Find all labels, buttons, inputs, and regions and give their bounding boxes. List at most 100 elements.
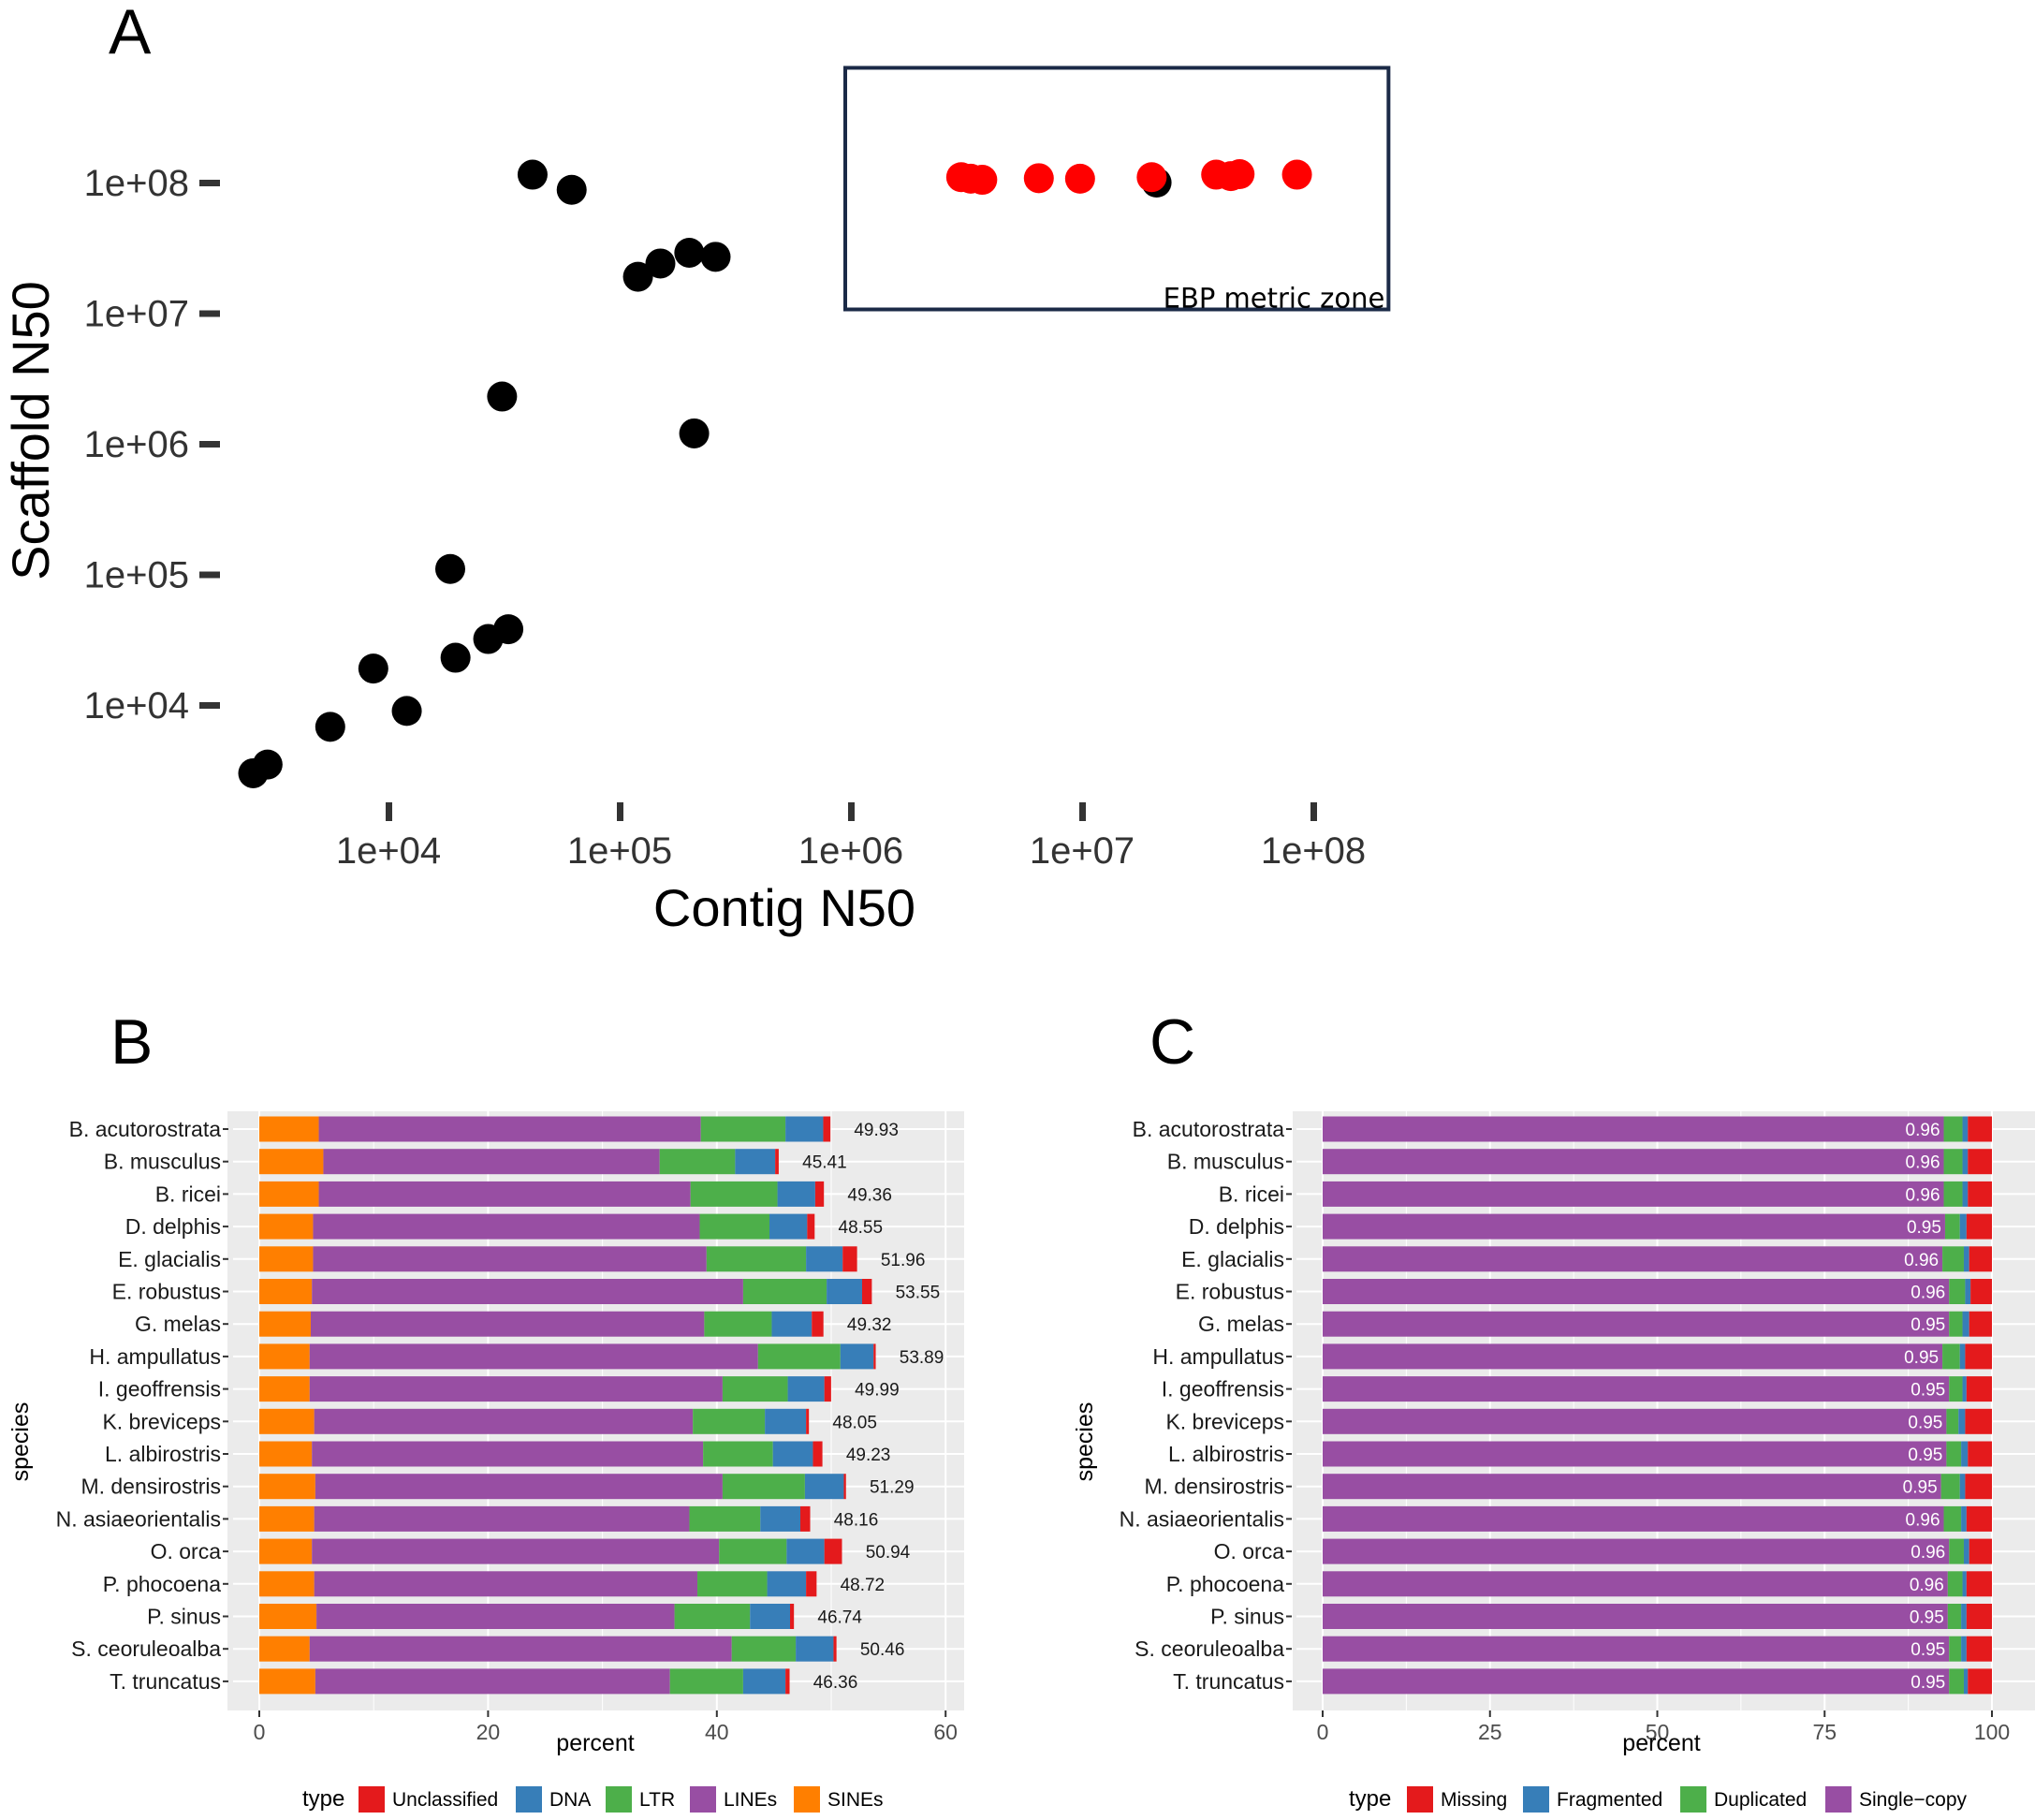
- bar-segment-unclassified: [790, 1604, 795, 1629]
- ebp-point: [967, 165, 998, 196]
- bar-segment-dna: [806, 1246, 843, 1272]
- bar-segment-sines: [259, 1213, 314, 1240]
- species-label: N. asiaeorientalis: [56, 1506, 221, 1531]
- ebp-point: [1281, 159, 1312, 190]
- bar-segment-missing: [1969, 1246, 1992, 1272]
- bar-segment-fragmented: [1962, 1571, 1967, 1597]
- ebp-zone-label: EBP metric zone: [1164, 283, 1385, 315]
- species-label: M. densirostris: [81, 1475, 221, 1499]
- bar-segment-sines: [259, 1116, 319, 1142]
- bar-segment-sines: [259, 1604, 317, 1629]
- value-label: 0.95: [1903, 1478, 1938, 1498]
- value-label: 0.95: [1911, 1381, 1945, 1401]
- bar-segment-sines: [259, 1376, 310, 1402]
- x-axis-b: 0 20 40 60: [254, 1710, 958, 1744]
- assembly-point: [487, 381, 518, 412]
- bar-segment-lines: [312, 1538, 720, 1564]
- legend-label: LINEs: [724, 1789, 777, 1811]
- assembly-point: [679, 418, 710, 448]
- bar-segment-duplicated: [1943, 1116, 1963, 1142]
- bar-segment-sines: [259, 1668, 315, 1695]
- bar-segment-missing: [1966, 1636, 1992, 1662]
- bar-segment-fragmented: [1961, 1505, 1967, 1532]
- y-axis-c: B. acutorostrata B. musculus B. ricei D. de…: [1120, 1117, 1292, 1694]
- x-tick-label-a: 1e+04: [336, 830, 441, 872]
- bar-segment-duplicated: [1949, 1636, 1962, 1662]
- x-tick-label-a: 1e+05: [567, 830, 672, 872]
- x-tick-mark-a: [386, 802, 392, 821]
- bar-segment-single-copy: [1323, 1441, 1947, 1467]
- x-tick-label: 75: [1812, 1720, 1837, 1744]
- bar-segment-dna: [769, 1213, 808, 1240]
- bar-segment-fragmented: [1963, 1668, 1969, 1695]
- bar-segment-dna: [827, 1279, 862, 1304]
- assembly-point: [252, 749, 283, 780]
- bar-segment-ltr: [742, 1279, 827, 1304]
- bar-segment-ltr: [731, 1636, 797, 1662]
- x-tick-mark-a: [1310, 802, 1317, 821]
- x-tick-label: 100: [1974, 1720, 2010, 1744]
- legend-label: Unclassified: [392, 1789, 498, 1811]
- bar-segment-sines: [259, 1181, 319, 1207]
- bar-segment-unclassified: [806, 1571, 817, 1597]
- bar-segment-unclassified: [843, 1474, 846, 1500]
- bar-segment-single-copy: [1323, 1213, 1945, 1240]
- bar-segment-single-copy: [1323, 1149, 1944, 1175]
- bar-segment-fragmented: [1963, 1538, 1969, 1564]
- assembly-point: [358, 653, 388, 684]
- legend-swatch: [1407, 1786, 1433, 1813]
- bar-segment-unclassified: [842, 1246, 857, 1272]
- bar-segment-dna: [840, 1343, 874, 1370]
- legend-label: SINEs: [827, 1789, 884, 1811]
- assembly-point: [700, 242, 731, 272]
- bar-segment-dna: [742, 1668, 786, 1695]
- bar-segment-fragmented: [1962, 1116, 1969, 1142]
- bar-segment-dna: [804, 1474, 844, 1500]
- total-label: 51.29: [870, 1478, 915, 1498]
- bar-segment-lines: [314, 1571, 698, 1597]
- bar-segment-lines: [310, 1311, 705, 1337]
- bar-segment-ltr: [697, 1571, 768, 1597]
- bar-segment-duplicated: [1947, 1571, 1963, 1597]
- bar-segment-lines: [312, 1279, 743, 1304]
- bar-segment-single-copy: [1323, 1311, 1950, 1337]
- species-label: T. truncatus: [110, 1669, 221, 1694]
- y-tick-label-a: 1e+05: [84, 555, 189, 596]
- total-label: 53.55: [896, 1284, 941, 1303]
- bar-segment-lines: [315, 1668, 670, 1695]
- bar-segment-duplicated: [1949, 1376, 1963, 1402]
- species-label: B. ricei: [155, 1182, 221, 1206]
- value-label: 0.95: [1911, 1640, 1945, 1660]
- legend-swatch: [1523, 1786, 1549, 1813]
- bar-segment-lines: [309, 1343, 758, 1370]
- bar-segment-missing: [1969, 1311, 1992, 1337]
- y-tick-mark-a: [199, 571, 220, 579]
- panel-a-label: A: [109, 0, 152, 67]
- species-label: B. ricei: [1219, 1182, 1284, 1206]
- species-label: G. melas: [1198, 1312, 1284, 1336]
- total-label: 49.36: [847, 1185, 892, 1205]
- species-label: G. melas: [135, 1312, 221, 1336]
- bar-segment-sines: [259, 1636, 310, 1662]
- x-tick-label-a: 1e+08: [1261, 830, 1366, 872]
- bar-segment-sines: [259, 1149, 324, 1175]
- value-label: 0.95: [1904, 1348, 1939, 1368]
- y-tick-mark-a: [199, 441, 220, 448]
- bar-segment-unclassified: [800, 1505, 811, 1532]
- species-label: L. albirostris: [1168, 1442, 1284, 1466]
- total-label: 53.89: [900, 1348, 944, 1368]
- value-label: 0.96: [1906, 1185, 1940, 1205]
- bar-segment-unclassified: [812, 1311, 824, 1337]
- species-label: K. breviceps: [102, 1409, 221, 1433]
- legend-label: DNA: [549, 1789, 591, 1811]
- bar-segment-unclassified: [785, 1668, 790, 1695]
- bar-segment-lines: [323, 1149, 660, 1175]
- bar-segment-lines: [314, 1505, 690, 1532]
- ebp-point: [1064, 163, 1095, 194]
- x-tick-mark-a: [848, 802, 855, 821]
- bar-segment-unclassified: [813, 1441, 823, 1467]
- bar-segment-dna: [760, 1505, 801, 1532]
- bar-segment-missing: [1968, 1149, 1992, 1175]
- legend-label: Fragmented: [1557, 1789, 1662, 1811]
